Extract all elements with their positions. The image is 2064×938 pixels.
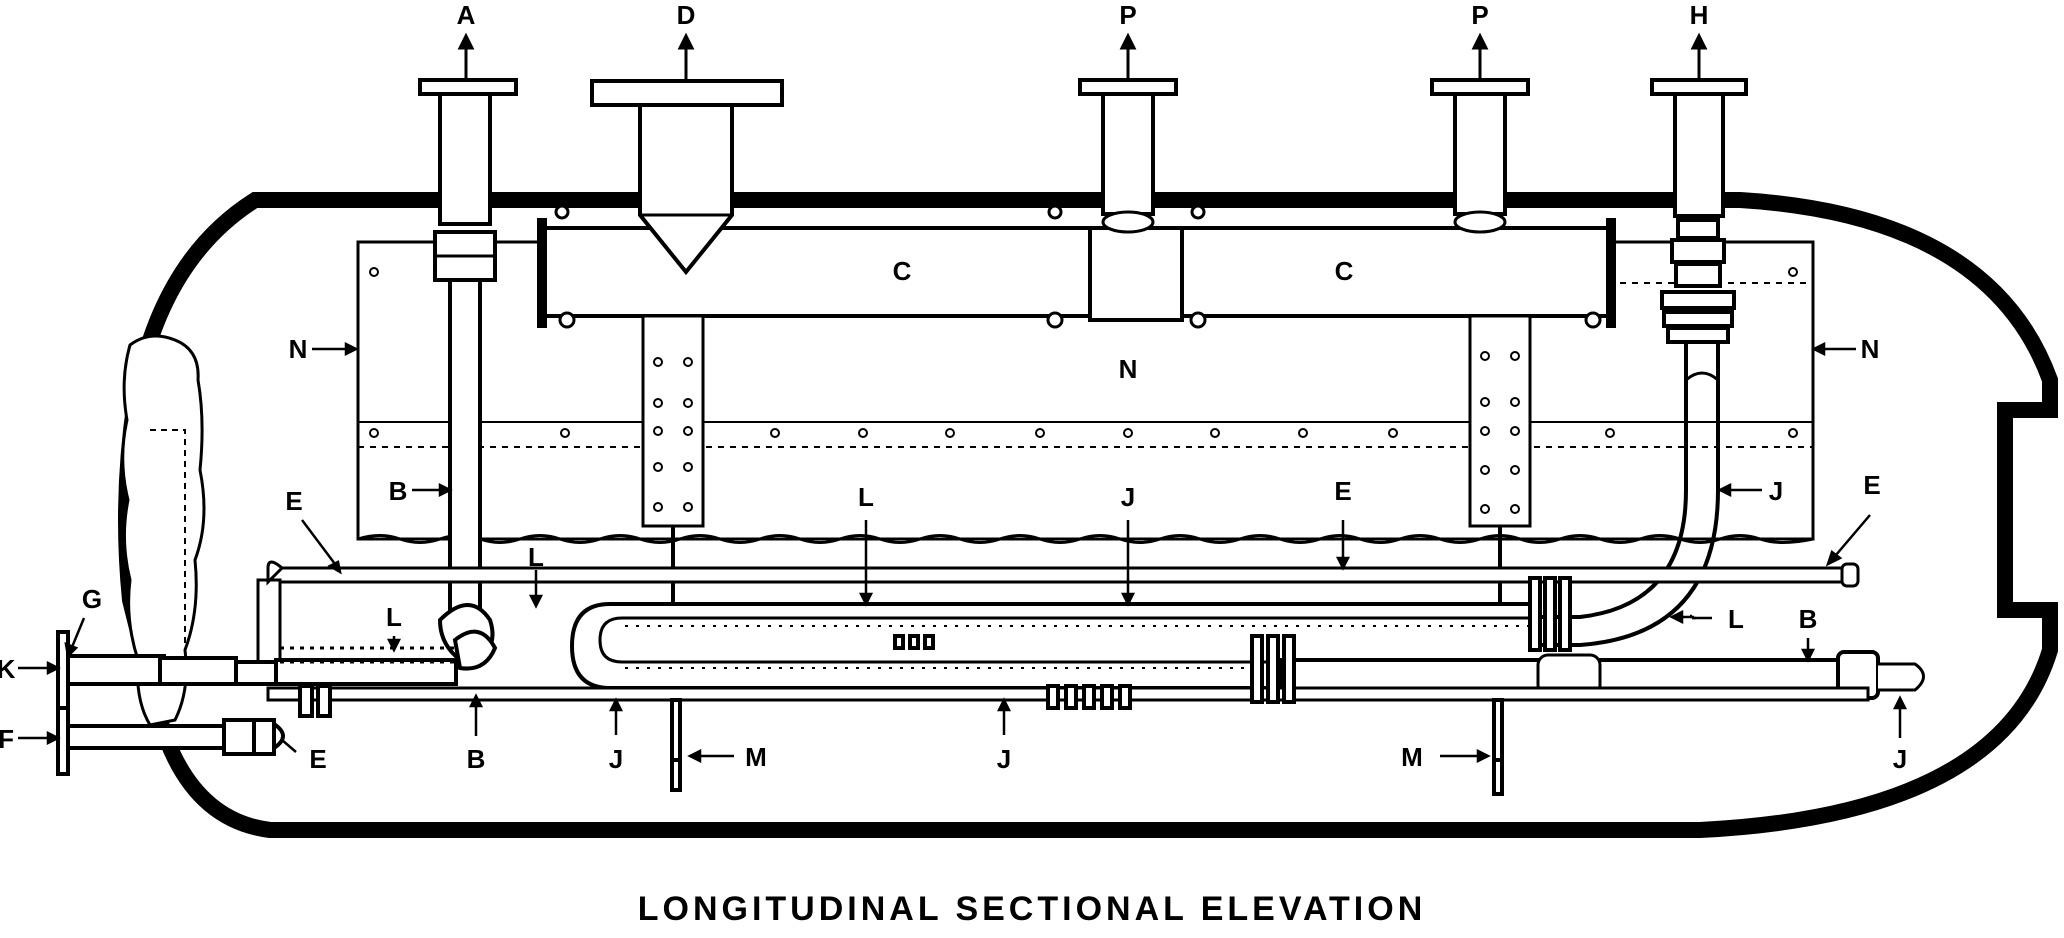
label-l-left: L: [386, 602, 402, 632]
label-c-left: C: [893, 256, 912, 286]
hanger-bolt-holes: [653, 351, 1520, 514]
label-a: A: [457, 0, 476, 30]
label-d: D: [677, 0, 696, 30]
label-h: H: [1690, 0, 1709, 30]
label-g: G: [82, 584, 102, 614]
header-end-flange-left: [537, 218, 547, 328]
nozzle-p2-cap: [1453, 210, 1507, 234]
nozzle-d-body: [638, 103, 734, 276]
support-plate-wavy-edge: [357, 534, 1814, 544]
leader-arrows: [18, 341, 1908, 764]
header-end-flange-right: [1606, 218, 1616, 328]
outlet-arrows: [457, 32, 1708, 81]
nozzle-p2-body: [1453, 92, 1507, 216]
nozzle-h-body: [1673, 92, 1725, 218]
bent-pipe-j-top: [1685, 371, 1719, 382]
nozzle-a-flange: [418, 78, 518, 96]
label-m-right: M: [1401, 742, 1423, 772]
label-m-left: M: [745, 742, 767, 772]
cutaway-hidden-line: [150, 429, 186, 650]
label-n-left: N: [289, 334, 308, 364]
label-l-right: L: [1728, 604, 1744, 634]
label-b-left: B: [389, 476, 408, 506]
label-e-right: E: [1863, 470, 1880, 500]
header-pipe-left: [543, 226, 1094, 318]
label-p1: P: [1119, 0, 1136, 30]
label-j-bottom-2: J: [997, 744, 1011, 774]
pipe-e-upper: [266, 566, 1848, 584]
pipe-j-lower-end: [1878, 662, 1925, 692]
nozzle-p1-cap: [1101, 210, 1155, 234]
hanger-rods: [671, 526, 1502, 605]
label-j-bottom-1: J: [609, 744, 623, 774]
expansion-joints: [298, 576, 1572, 718]
u-tube-outer: [569, 602, 1540, 690]
u-tube-inner: [598, 616, 1540, 664]
nozzle-p1-flange: [1078, 78, 1178, 96]
label-e-mid: E: [1334, 476, 1351, 506]
cutaway-section: [121, 334, 206, 727]
label-j-right: J: [1769, 476, 1783, 506]
vertical-pipe-b: [448, 278, 482, 614]
bent-pipe-j-inner: [1530, 342, 1720, 647]
figure-caption: LONGITUDINAL SECTIONAL ELEVATION: [637, 890, 1427, 928]
label-n-right: N: [1861, 334, 1880, 364]
drain-pipes: [670, 698, 1504, 796]
nozzle-h-flange: [1650, 78, 1748, 96]
label-e-left: E: [285, 486, 302, 516]
label-j-bottom-3: J: [1893, 744, 1907, 774]
header-center-coupling: [1088, 226, 1184, 322]
nozzle-p1-body: [1101, 92, 1155, 216]
label-n-center: N: [1119, 354, 1138, 384]
nozzle-p2-flange: [1430, 78, 1530, 96]
hanger-right: [1468, 314, 1532, 528]
label-f: F: [0, 724, 14, 754]
label-l-upper: L: [528, 542, 544, 572]
nozzle-h-bellows: [1660, 218, 1736, 344]
pipe-e-elbow: [256, 560, 285, 682]
header-lugs: [554, 204, 1602, 329]
header-pipe-right: [1178, 226, 1610, 318]
pipe-e-upper-cap: [1840, 562, 1860, 588]
label-b-bottom: B: [467, 744, 486, 774]
label-e-bottom: E: [309, 744, 326, 774]
hanger-left: [641, 314, 705, 528]
label-c-right: C: [1335, 256, 1354, 286]
label-l-center: L: [858, 482, 874, 512]
label-k: K: [0, 654, 16, 684]
label-p2: P: [1471, 0, 1488, 30]
label-j-center: J: [1121, 482, 1135, 512]
nozzle-a-body: [438, 92, 492, 226]
left-pipe-assembly: [56, 603, 498, 776]
nozzle-d-flange: [590, 79, 784, 107]
label-b-right: B: [1799, 604, 1818, 634]
